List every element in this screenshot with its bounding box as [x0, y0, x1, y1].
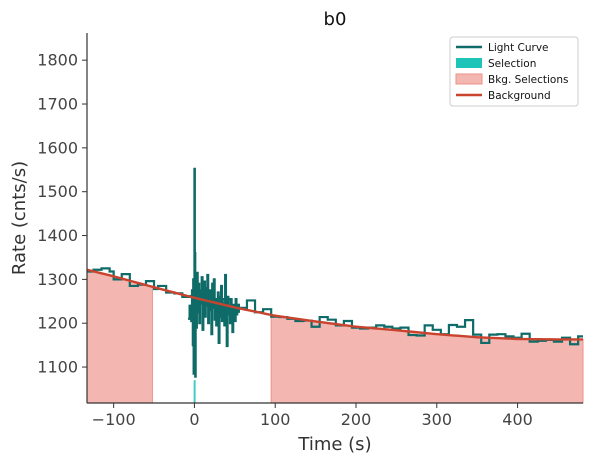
y-tick-label: 1400 [37, 226, 78, 245]
x-tick-label: 100 [260, 410, 291, 429]
selection-region [193, 380, 196, 403]
legend: Light Curve Selection Bkg. Selections Backg… [449, 36, 579, 107]
x-tick-label: 200 [341, 410, 372, 429]
background-series [86, 268, 583, 341]
x-axis-title: Time (s) [297, 434, 371, 455]
y-tick-label: 1600 [37, 138, 78, 157]
x-tick-label: −100 [92, 410, 136, 429]
y-tick-label: 1500 [37, 182, 78, 201]
selection-region [193, 380, 196, 403]
y-tick-label: 1100 [37, 358, 78, 377]
legend-label: Background [488, 90, 551, 102]
y-tick-label: 1800 [37, 51, 78, 70]
bkg-selection-region-1 [86, 269, 153, 404]
bkg-selection-region-2 [270, 314, 584, 404]
legend-label: Bkg. Selections [488, 74, 568, 86]
legend-box [449, 36, 579, 107]
x-tick-label: 400 [502, 410, 533, 429]
legend-swatch [455, 73, 483, 85]
legend-label: Selection [488, 58, 536, 70]
y-tick-label: 1200 [37, 314, 78, 333]
series-layer [86, 167, 583, 378]
chart-title: b0 [324, 9, 347, 30]
y-tick-label: 1700 [37, 95, 78, 114]
legend-swatch [456, 58, 482, 68]
legend-label: Light Curve [488, 42, 549, 54]
x-tick-label: 0 [189, 410, 199, 429]
y-axis-title: Rate (cnts/s) [9, 161, 30, 275]
x-tick-label: 300 [422, 410, 453, 429]
y-tick-label: 1300 [37, 270, 78, 289]
light-curve-burst-series [187, 167, 240, 378]
ticks: −100 0 100 200 300 400 1100 1200 1300 1400 1500 160… [37, 51, 533, 429]
axes [86, 33, 583, 404]
light-curve-series [87, 267, 583, 346]
